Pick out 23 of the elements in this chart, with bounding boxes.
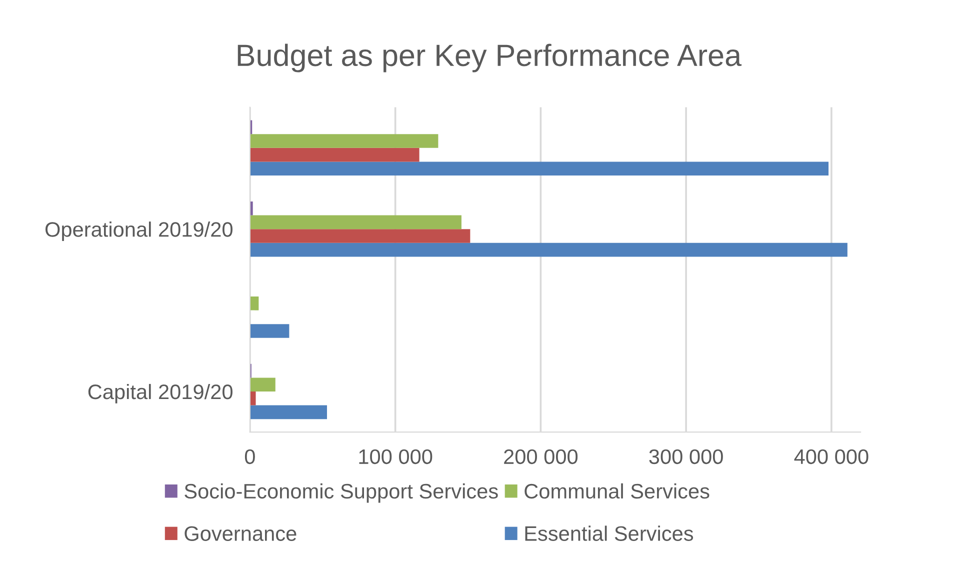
bar: [250, 242, 848, 257]
x-tick-label: 0: [244, 449, 255, 464]
legend-label: Governance: [184, 526, 296, 541]
bar: [250, 324, 290, 338]
legend-label: Socio-Economic Support Services: [184, 483, 498, 503]
x-tick-label: 400 000: [794, 449, 868, 464]
bar: [250, 405, 327, 420]
bar: [250, 134, 438, 148]
legend-label: Communal Services: [524, 483, 710, 499]
bar: [250, 392, 256, 406]
bar: [250, 378, 276, 392]
bar: [250, 296, 259, 310]
x-tick-label: 100 000: [359, 449, 432, 464]
bar: [250, 148, 420, 162]
bar: [250, 162, 829, 176]
bar: [250, 229, 470, 243]
x-tick-label: 200 000: [504, 449, 578, 464]
x-tick-label: 300 000: [649, 449, 723, 464]
chart-title: Budget as per Key Performance Area: [238, 44, 742, 72]
bar: [250, 215, 462, 230]
y-tick-label: Operational 2019/20: [45, 222, 232, 241]
y-tick-label: Capital 2019/20: [88, 384, 232, 404]
legend-label: Essential Services: [525, 526, 694, 541]
